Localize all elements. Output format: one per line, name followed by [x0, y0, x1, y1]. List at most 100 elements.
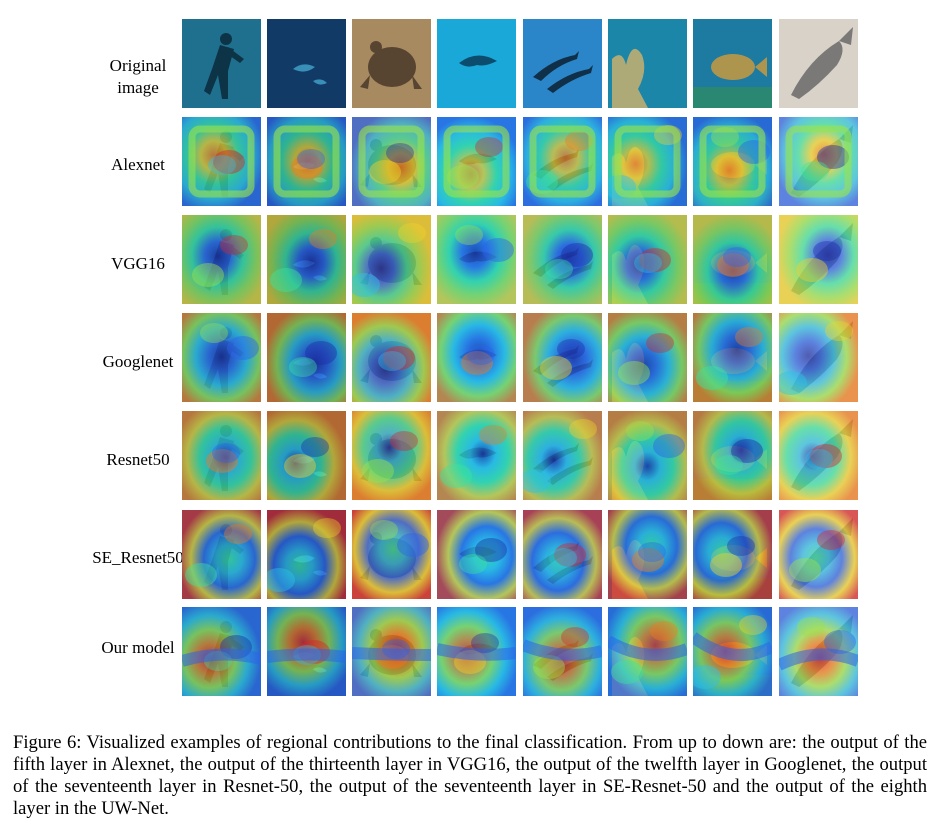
- image-tile-resnet50-reef: [608, 411, 687, 500]
- row-label-se_resnet50: SE_Resnet50: [58, 547, 218, 569]
- diver-icon: [182, 313, 261, 402]
- fish-icon: [779, 607, 858, 696]
- turtle-icon: [352, 607, 431, 696]
- diver-icon: [182, 215, 261, 304]
- grouper-icon: [693, 215, 772, 304]
- figure-grid: Original image Alexnet VGG16 Googlenet Resnet…: [58, 19, 858, 696]
- grouper-icon: [693, 510, 772, 599]
- image-tile-resnet50-manta: [437, 411, 516, 500]
- image-tile-alexnet-dark-water: [267, 117, 346, 206]
- dolphin-icon: [523, 215, 602, 304]
- dolphin-icon: [523, 313, 602, 402]
- dolphin-icon: [523, 411, 602, 500]
- image-tile-original-fish: [779, 19, 858, 108]
- image-tile-ours-dolphins: [523, 607, 602, 696]
- image-tile-vgg16-diver: [182, 215, 261, 304]
- image-tile-resnet50-grouper: [693, 411, 772, 500]
- row-label-line: Googlenet: [102, 352, 174, 371]
- row-label-line: SE_Resnet50: [92, 548, 184, 567]
- turtle-icon: [352, 215, 431, 304]
- row-label-line: Original: [109, 56, 167, 75]
- image-tile-se_resnet50-fish: [779, 510, 858, 599]
- turtle-icon: [352, 117, 431, 206]
- image-tile-vgg16-fish: [779, 215, 858, 304]
- image-tile-googlenet-turtle: [352, 313, 431, 402]
- fish-icon: [267, 411, 346, 500]
- fish-icon: [267, 510, 346, 599]
- image-tile-resnet50-dolphins: [523, 411, 602, 500]
- image-tile-se_resnet50-turtle: [352, 510, 431, 599]
- dolphin-icon: [523, 19, 602, 108]
- image-tile-se_resnet50-reef: [608, 510, 687, 599]
- image-tile-googlenet-dark-water: [267, 313, 346, 402]
- figure-caption: Figure 6: Visualized examples of regiona…: [13, 732, 927, 819]
- turtle-icon: [352, 510, 431, 599]
- image-tile-original-manta: [437, 19, 516, 108]
- image-tile-se_resnet50-manta: [437, 510, 516, 599]
- fish-icon: [267, 215, 346, 304]
- row-label-line: Our model: [101, 638, 175, 657]
- grouper-icon: [693, 607, 772, 696]
- image-tile-googlenet-grouper: [693, 313, 772, 402]
- fish-icon: [267, 313, 346, 402]
- fish-icon: [779, 19, 858, 108]
- dolphin-icon: [523, 607, 602, 696]
- row-label-googlenet: Googlenet: [58, 351, 218, 373]
- image-tile-ours-reef: [608, 607, 687, 696]
- fish-icon: [267, 607, 346, 696]
- row-label-resnet50: Resnet50: [58, 449, 218, 471]
- reef-icon: [608, 117, 687, 206]
- image-tile-resnet50-dark-water: [267, 411, 346, 500]
- image-tile-alexnet-diver: [182, 117, 261, 206]
- row-label-alexnet: Alexnet: [58, 154, 218, 176]
- image-tile-vgg16-turtle: [352, 215, 431, 304]
- reef-icon: [608, 510, 687, 599]
- manta-icon: [437, 510, 516, 599]
- reef-icon: [608, 313, 687, 402]
- row-label-line: Resnet50: [106, 450, 170, 469]
- fish-icon: [779, 313, 858, 402]
- image-tile-se_resnet50-dark-water: [267, 510, 346, 599]
- reef-icon: [608, 19, 687, 108]
- reef-icon: [608, 411, 687, 500]
- image-tile-googlenet-dolphins: [523, 313, 602, 402]
- fish-icon: [267, 19, 346, 108]
- image-tile-vgg16-reef: [608, 215, 687, 304]
- diver-icon: [182, 411, 261, 500]
- image-tile-original-reef: [608, 19, 687, 108]
- reef-icon: [608, 215, 687, 304]
- image-tile-resnet50-turtle: [352, 411, 431, 500]
- turtle-icon: [352, 411, 431, 500]
- fish-icon: [779, 510, 858, 599]
- manta-icon: [437, 215, 516, 304]
- diver-icon: [182, 607, 261, 696]
- diver-icon: [182, 510, 261, 599]
- fish-icon: [779, 411, 858, 500]
- image-tile-original-diver: [182, 19, 261, 108]
- row-label-original: Original image: [58, 55, 218, 99]
- image-tile-ours-grouper: [693, 607, 772, 696]
- image-tile-vgg16-manta: [437, 215, 516, 304]
- row-label-line: VGG16: [111, 254, 165, 273]
- grouper-icon: [693, 19, 772, 108]
- image-tile-se_resnet50-dolphins: [523, 510, 602, 599]
- image-tile-ours-fish: [779, 607, 858, 696]
- row-label-vgg16: VGG16: [58, 253, 218, 275]
- reef-icon: [608, 607, 687, 696]
- manta-icon: [437, 313, 516, 402]
- image-tile-googlenet-reef: [608, 313, 687, 402]
- manta-icon: [437, 607, 516, 696]
- image-tile-vgg16-dolphins: [523, 215, 602, 304]
- fish-icon: [779, 215, 858, 304]
- turtle-icon: [352, 313, 431, 402]
- row-label-ours: Our model: [58, 637, 218, 659]
- grouper-icon: [693, 411, 772, 500]
- image-tile-se_resnet50-diver: [182, 510, 261, 599]
- dolphin-icon: [523, 510, 602, 599]
- image-tile-alexnet-reef: [608, 117, 687, 206]
- fish-icon: [267, 117, 346, 206]
- image-tile-vgg16-dark-water: [267, 215, 346, 304]
- image-tile-alexnet-turtle: [352, 117, 431, 206]
- manta-icon: [437, 411, 516, 500]
- image-tile-alexnet-fish: [779, 117, 858, 206]
